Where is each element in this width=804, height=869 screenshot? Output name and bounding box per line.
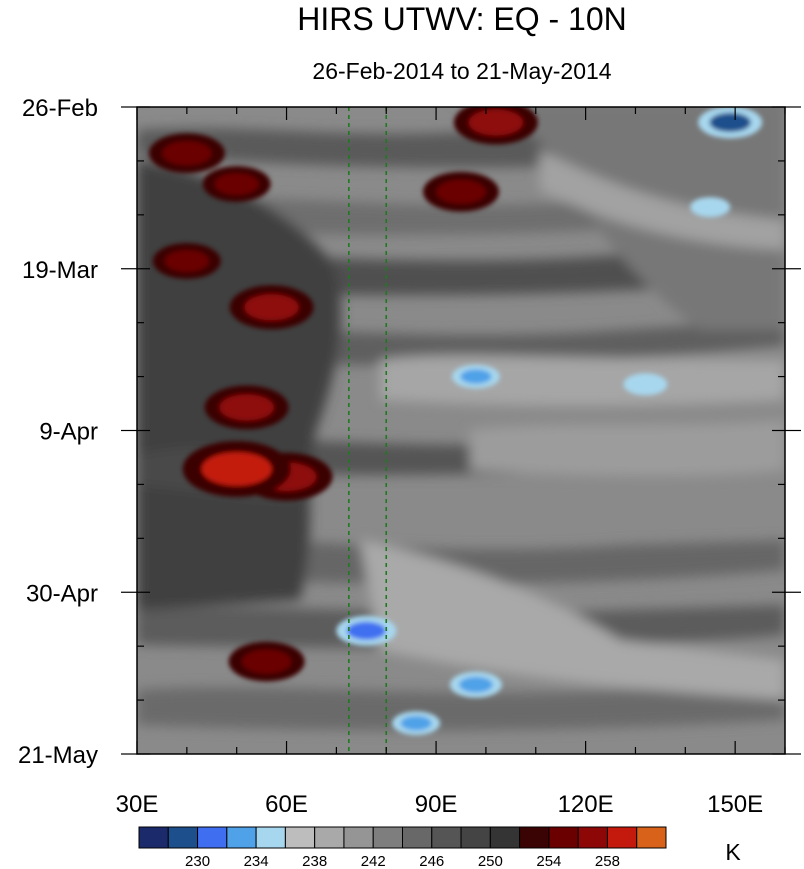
anomaly-core (164, 250, 209, 272)
x-axis-labels: 30E 60E 90E 120E 150E (116, 791, 764, 818)
anomaly-core (697, 201, 724, 214)
colorbar-box (431, 826, 462, 849)
contour-features (148, 107, 763, 736)
colorbar-box (636, 826, 667, 849)
background-bands (137, 107, 785, 731)
colorbar-label: 234 (244, 853, 269, 869)
colorbar-box (606, 826, 638, 849)
colorbar-label: 250 (478, 853, 503, 869)
anomaly-core (162, 141, 212, 166)
x-tick-label: 120E (558, 791, 614, 818)
colorbar-box (343, 826, 374, 849)
colorbar-label: 246 (419, 853, 444, 869)
x-tick-label: 30E (116, 791, 159, 818)
chart-subtitle: 26-Feb-2014 to 21-May-2014 (312, 58, 611, 84)
colorbar-label: 254 (536, 853, 561, 869)
colorbar-box (167, 826, 199, 849)
colorbar-box (284, 826, 316, 849)
colorbar-box (460, 826, 491, 849)
anomaly-core (468, 109, 524, 136)
colorbar-label: 258 (595, 853, 620, 869)
colorbar-box (519, 826, 550, 849)
colorbar-box (489, 826, 521, 849)
colorbar-label: 238 (302, 853, 327, 869)
colorbar-unit: K (725, 839, 741, 865)
colorbar: 230 234 238 242 246 250 254 258 (138, 826, 667, 869)
colorbar-box (138, 826, 169, 849)
anomaly-core (201, 452, 272, 486)
anomaly-core (241, 649, 292, 674)
x-tick-label: 150E (707, 791, 763, 818)
anomaly-core (400, 715, 432, 731)
colorbar-box (314, 826, 345, 849)
anomaly-core (436, 179, 486, 204)
y-tick-label: 19-Mar (22, 257, 98, 284)
colorbar-box (577, 826, 608, 849)
anomaly-core (219, 394, 274, 421)
colorbar-label: 242 (361, 853, 386, 869)
y-tick-label: 30-Apr (26, 580, 98, 607)
anomaly-core (244, 294, 299, 321)
colorbar-label: 230 (185, 853, 210, 869)
y-axis-labels: 26-Feb 19-Mar 9-Apr 30-Apr 21-May (18, 95, 98, 769)
anomaly-core (214, 173, 259, 195)
anomaly-core (459, 676, 493, 693)
y-tick-label: 26-Feb (22, 95, 98, 122)
anomaly-core (460, 369, 492, 384)
anomaly-core (631, 377, 660, 391)
colorbar-box (197, 826, 228, 849)
axis-ticks (121, 106, 801, 755)
plot-area (137, 107, 785, 754)
chart-title: HIRS UTWV: EQ - 10N (297, 1, 627, 37)
y-tick-label: 21-May (18, 742, 98, 769)
x-tick-label: 90E (415, 791, 458, 818)
colorbar-box (226, 826, 257, 849)
reference-lines (348, 107, 388, 754)
colorbar-box (255, 826, 286, 849)
y-tick-label: 9-Apr (39, 419, 98, 446)
colorbar-box (372, 826, 404, 849)
colorbar-box (548, 826, 579, 849)
anomaly-core (346, 621, 386, 640)
anomaly-core (709, 112, 751, 133)
x-tick-label: 60E (265, 791, 308, 818)
colorbar-box (402, 826, 433, 849)
